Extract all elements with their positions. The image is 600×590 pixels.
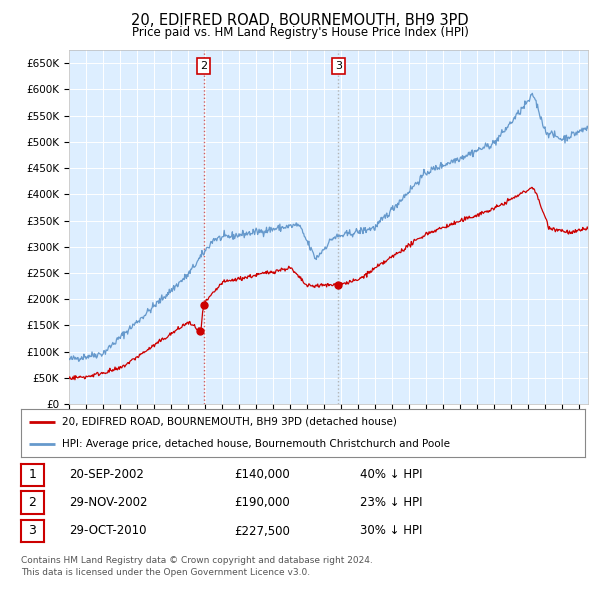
Text: This data is licensed under the Open Government Licence v3.0.: This data is licensed under the Open Gov…: [21, 568, 310, 577]
Text: 30% ↓ HPI: 30% ↓ HPI: [360, 525, 422, 537]
Text: £227,500: £227,500: [234, 525, 290, 537]
Text: 29-NOV-2002: 29-NOV-2002: [69, 496, 148, 509]
Text: 2: 2: [200, 61, 207, 71]
Text: Price paid vs. HM Land Registry's House Price Index (HPI): Price paid vs. HM Land Registry's House …: [131, 26, 469, 39]
Text: Contains HM Land Registry data © Crown copyright and database right 2024.: Contains HM Land Registry data © Crown c…: [21, 556, 373, 565]
Text: 3: 3: [335, 61, 342, 71]
Text: 23% ↓ HPI: 23% ↓ HPI: [360, 496, 422, 509]
Text: 40% ↓ HPI: 40% ↓ HPI: [360, 468, 422, 481]
Text: 3: 3: [28, 525, 37, 537]
Text: 20-SEP-2002: 20-SEP-2002: [69, 468, 144, 481]
Text: HPI: Average price, detached house, Bournemouth Christchurch and Poole: HPI: Average price, detached house, Bour…: [62, 439, 449, 449]
Text: £140,000: £140,000: [234, 468, 290, 481]
Text: 20, EDIFRED ROAD, BOURNEMOUTH, BH9 3PD (detached house): 20, EDIFRED ROAD, BOURNEMOUTH, BH9 3PD (…: [62, 417, 397, 427]
Text: £190,000: £190,000: [234, 496, 290, 509]
Text: 20, EDIFRED ROAD, BOURNEMOUTH, BH9 3PD: 20, EDIFRED ROAD, BOURNEMOUTH, BH9 3PD: [131, 13, 469, 28]
Text: 1: 1: [28, 468, 37, 481]
Text: 2: 2: [28, 496, 37, 509]
Text: 29-OCT-2010: 29-OCT-2010: [69, 525, 146, 537]
